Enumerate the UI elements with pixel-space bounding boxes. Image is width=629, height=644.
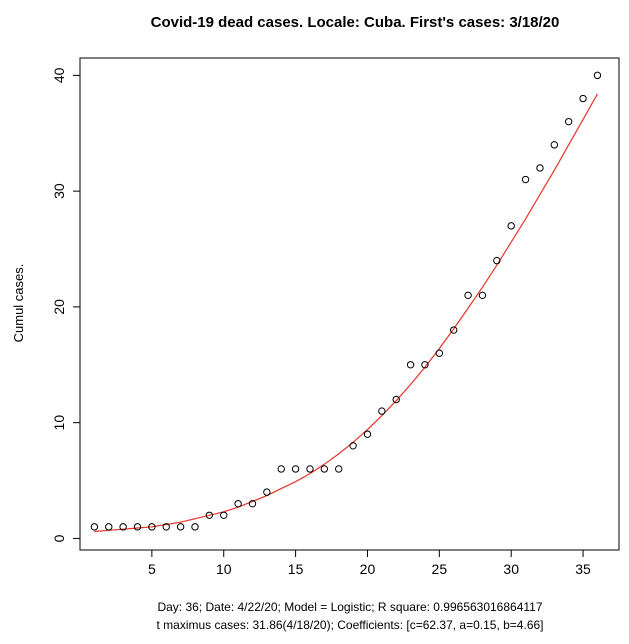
y-tick-label: 10 bbox=[51, 415, 67, 431]
data-point bbox=[435, 349, 444, 357]
chart-title: Covid-19 dead cases. Locale: Cuba. First… bbox=[151, 14, 560, 31]
data-point bbox=[406, 361, 415, 369]
data-point bbox=[579, 94, 587, 103]
x-tick-label: 25 bbox=[432, 561, 448, 577]
data-point bbox=[105, 523, 113, 531]
data-point bbox=[263, 488, 271, 496]
plot-frame bbox=[79, 57, 620, 551]
data-point bbox=[234, 499, 242, 508]
data-point bbox=[176, 523, 185, 531]
x-axis: 5 10 15 20 25 30 35 bbox=[148, 549, 591, 577]
y-tick-label: 0 bbox=[51, 534, 67, 542]
y-tick-label: 30 bbox=[51, 183, 67, 199]
data-point bbox=[119, 523, 127, 531]
x-tick-label: 20 bbox=[360, 561, 376, 577]
data-point bbox=[162, 523, 170, 531]
footer-line-1: Day: 36; Date: 4/22/20; Model = Logistic… bbox=[157, 600, 542, 614]
data-point bbox=[205, 511, 214, 519]
y-axis: 0 10 20 30 40 bbox=[51, 67, 81, 542]
data-point bbox=[564, 117, 573, 126]
data-point bbox=[220, 511, 228, 519]
data-point bbox=[593, 71, 602, 80]
data-point bbox=[291, 465, 300, 473]
data-point bbox=[478, 291, 487, 300]
data-point bbox=[90, 523, 99, 531]
fit-line bbox=[94, 93, 598, 533]
data-point bbox=[306, 465, 314, 473]
data-point bbox=[335, 465, 343, 473]
data-point bbox=[493, 256, 501, 265]
data-point bbox=[277, 465, 285, 473]
data-point bbox=[536, 164, 544, 172]
x-tick-label: 10 bbox=[216, 561, 232, 577]
data-point bbox=[521, 175, 530, 184]
data-point bbox=[378, 407, 386, 415]
x-tick-label: 15 bbox=[288, 561, 304, 577]
data-point bbox=[421, 361, 429, 369]
data-point bbox=[320, 465, 329, 473]
data-point bbox=[363, 430, 372, 438]
data-point bbox=[507, 222, 515, 230]
y-tick-label: 40 bbox=[51, 67, 67, 83]
footer-line-2: t maximus cases: 31.86(4/18/20); Coeffic… bbox=[156, 618, 543, 632]
data-point bbox=[392, 395, 400, 404]
data-point bbox=[450, 326, 458, 334]
data-point bbox=[464, 291, 472, 300]
data-point bbox=[349, 442, 357, 450]
data-points bbox=[90, 71, 602, 531]
data-point bbox=[191, 523, 199, 531]
data-point bbox=[550, 141, 559, 149]
x-tick-label: 35 bbox=[575, 561, 591, 577]
x-tick-label: 5 bbox=[148, 561, 156, 577]
data-point bbox=[248, 499, 257, 508]
data-point bbox=[133, 523, 142, 531]
y-tick-label: 20 bbox=[51, 299, 67, 315]
data-point bbox=[148, 523, 156, 531]
y-axis-label: Cumul cases. bbox=[11, 264, 26, 343]
x-tick-label: 30 bbox=[503, 561, 519, 577]
